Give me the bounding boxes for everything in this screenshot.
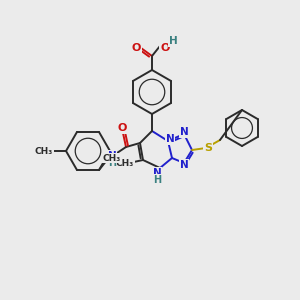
Text: N: N xyxy=(166,134,174,144)
Text: N: N xyxy=(108,151,116,161)
Text: H: H xyxy=(153,175,161,185)
Text: N: N xyxy=(180,160,188,170)
Text: H: H xyxy=(169,36,177,46)
Text: O: O xyxy=(131,43,141,53)
Text: H: H xyxy=(108,158,116,168)
Text: CH₃: CH₃ xyxy=(116,160,134,169)
Text: S: S xyxy=(204,143,212,153)
Text: N: N xyxy=(180,127,188,137)
Text: CH₃: CH₃ xyxy=(35,146,53,155)
Text: O: O xyxy=(117,123,127,133)
Text: O: O xyxy=(160,43,170,53)
Text: N: N xyxy=(153,168,161,178)
Text: CH₃: CH₃ xyxy=(103,154,121,163)
